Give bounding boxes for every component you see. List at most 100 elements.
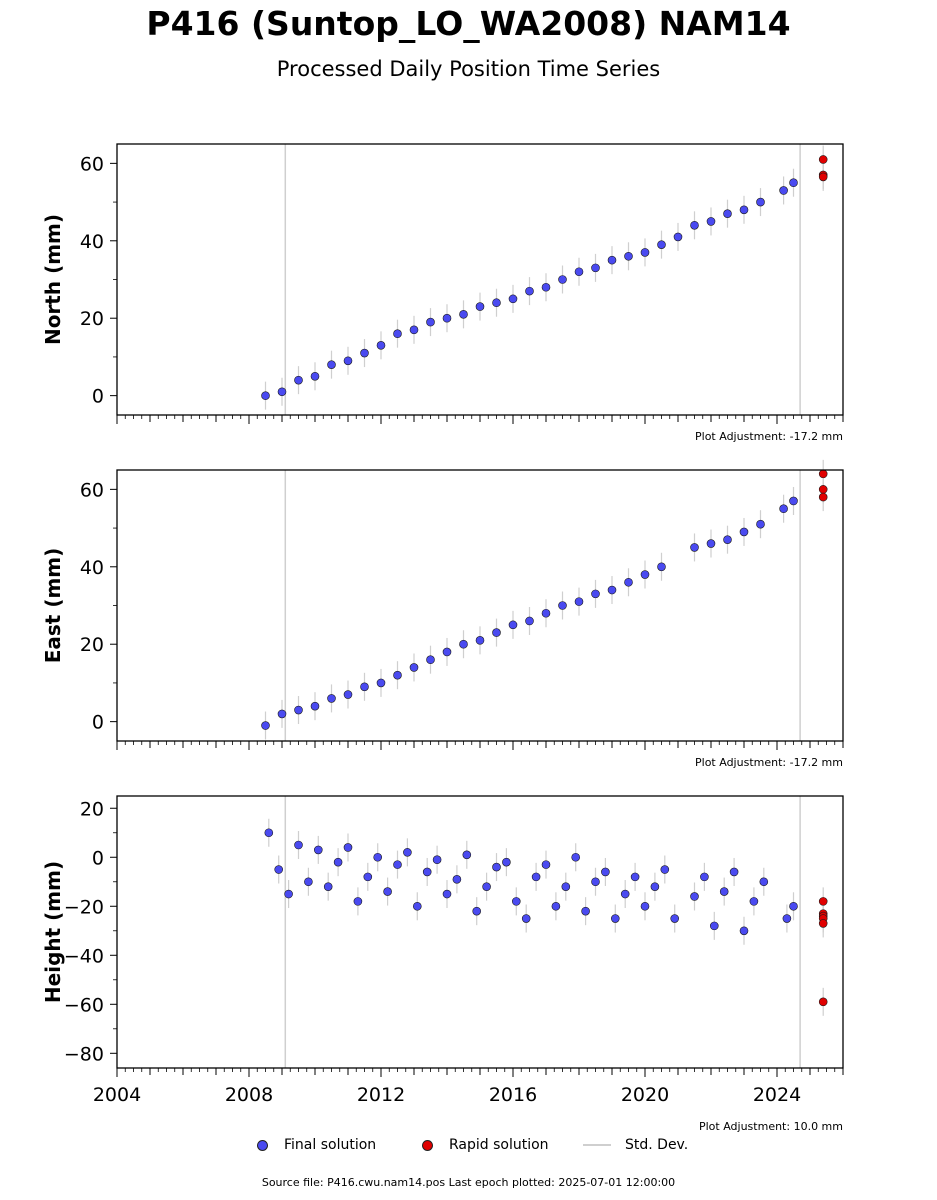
- final-point: [591, 877, 600, 887]
- final-point: [620, 889, 630, 899]
- final-point: [660, 865, 670, 874]
- final-point: [409, 663, 419, 672]
- rapid-point: [818, 919, 828, 928]
- final-point: [521, 914, 531, 923]
- std-line-icon: [583, 1144, 611, 1146]
- final-point: [462, 850, 472, 860]
- final-point: [690, 221, 699, 230]
- y-tick-label: 20: [80, 308, 104, 330]
- y-tick-label: 20: [80, 798, 104, 820]
- final-point: [422, 867, 432, 877]
- final-point: [558, 601, 567, 610]
- final-point: [360, 682, 369, 692]
- legend: Final solution Rapid solution Std. Dev.: [0, 1137, 937, 1159]
- final-point: [723, 209, 732, 218]
- final-point: [313, 845, 323, 855]
- y-tick-label: 40: [80, 557, 104, 579]
- y-axis-label: North (mm): [41, 214, 65, 345]
- source-footer: Source file: P416.cwu.nam14.pos Last epo…: [261, 1176, 676, 1189]
- final-point: [343, 356, 353, 366]
- final-point: [739, 205, 749, 215]
- final-point: [574, 597, 584, 606]
- final-point: [601, 867, 610, 877]
- final-point: [261, 391, 270, 400]
- final-point: [393, 860, 402, 869]
- final-point: [511, 897, 521, 906]
- final-point: [353, 897, 363, 906]
- final-point: [640, 248, 650, 257]
- y-tick-label: 40: [80, 231, 104, 253]
- final-point: [690, 543, 699, 552]
- rapid-point: [818, 997, 828, 1007]
- final-point: [670, 914, 680, 923]
- final-point: [403, 848, 412, 857]
- final-point: [442, 313, 452, 323]
- legend-rapid: Rapid solution: [422, 1137, 549, 1153]
- x-tick-label: 2004: [93, 1084, 141, 1106]
- chart-subtitle: Processed Daily Position Time Series: [276, 57, 661, 81]
- final-point: [571, 852, 581, 862]
- final-point: [492, 862, 501, 872]
- final-point: [759, 877, 769, 887]
- final-point: [709, 921, 719, 931]
- final-point: [294, 705, 303, 715]
- final-point: [475, 636, 485, 645]
- final-point: [739, 926, 749, 936]
- final-point: [373, 852, 383, 862]
- final-point: [541, 860, 551, 869]
- y-tick-label: −40: [64, 945, 104, 967]
- final-point: [673, 232, 683, 242]
- plot-adjustment-note: Plot Adjustment: -17.2 mm: [695, 430, 843, 443]
- final-point: [502, 857, 511, 867]
- plot-adjustment-note: Plot Adjustment: 10.0 mm: [699, 1120, 843, 1133]
- final-point: [525, 616, 534, 626]
- final-point: [657, 562, 666, 572]
- final-point: [442, 647, 452, 657]
- final-point: [393, 329, 402, 339]
- y-tick-label: −60: [64, 994, 104, 1016]
- panel-frame: [116, 469, 844, 742]
- final-point: [690, 892, 699, 901]
- final-point: [383, 887, 392, 896]
- final-point: [475, 302, 485, 311]
- y-axis-label: East (mm): [41, 548, 65, 664]
- x-tick-label: 2012: [357, 1084, 405, 1106]
- final-point: [492, 628, 501, 637]
- x-tick-label: 2020: [621, 1084, 669, 1106]
- final-point: [561, 882, 571, 891]
- final-point: [789, 178, 798, 188]
- rapid-point: [818, 155, 828, 164]
- final-point: [531, 872, 541, 882]
- final-point: [432, 855, 442, 865]
- final-point: [294, 840, 303, 850]
- final-point: [756, 197, 765, 207]
- final-point: [327, 694, 336, 703]
- panel-frame: [116, 795, 844, 1069]
- final-point: [343, 843, 353, 852]
- legend-final: Final solution: [257, 1137, 376, 1153]
- final-point: [723, 535, 732, 544]
- y-tick-label: 0: [92, 712, 104, 734]
- x-tick-label: 2008: [225, 1084, 273, 1106]
- y-tick-label: 0: [92, 847, 104, 869]
- final-point: [304, 877, 313, 887]
- final-point: [624, 251, 633, 261]
- final-point: [333, 857, 343, 867]
- final-point: [749, 897, 759, 906]
- y-tick-label: 20: [80, 634, 104, 656]
- final-point: [591, 589, 600, 599]
- final-point: [574, 267, 584, 277]
- final-point: [376, 341, 386, 350]
- final-point: [492, 298, 501, 308]
- final-point: [779, 186, 788, 195]
- final-point: [541, 282, 551, 292]
- final-point: [789, 496, 798, 506]
- final-point: [640, 901, 650, 911]
- final-point: [277, 709, 287, 719]
- final-point: [610, 914, 620, 923]
- final-point: [294, 375, 303, 385]
- final-point: [700, 872, 709, 882]
- final-point: [426, 317, 435, 327]
- final-point: [472, 906, 482, 916]
- final-point: [459, 310, 468, 319]
